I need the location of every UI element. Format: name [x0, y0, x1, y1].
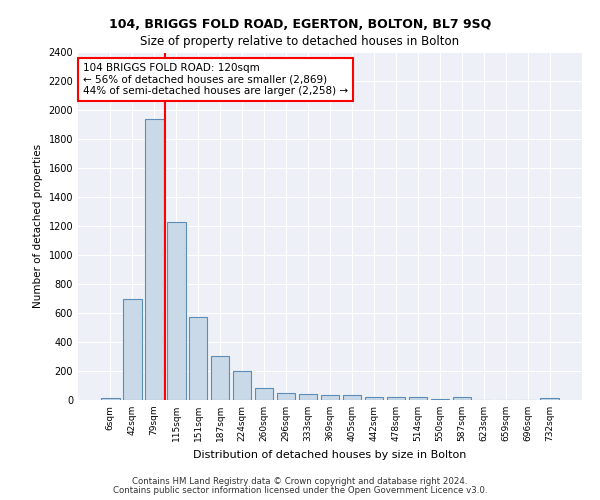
Bar: [386, 397, 405, 400]
Text: Contains HM Land Registry data © Crown copyright and database right 2024.: Contains HM Land Registry data © Crown c…: [132, 477, 468, 486]
Bar: [541, 398, 559, 400]
Bar: [452, 397, 471, 400]
X-axis label: Distribution of detached houses by size in Bolton: Distribution of detached houses by size …: [193, 450, 467, 460]
Bar: [101, 398, 119, 400]
Bar: [409, 397, 427, 400]
Bar: [299, 394, 317, 400]
Bar: [189, 318, 208, 400]
Text: Contains public sector information licensed under the Open Government Licence v3: Contains public sector information licen…: [113, 486, 487, 495]
Bar: [343, 395, 361, 400]
Bar: [211, 356, 229, 400]
Bar: [167, 222, 185, 400]
Text: 104, BRIGGS FOLD ROAD, EGERTON, BOLTON, BL7 9SQ: 104, BRIGGS FOLD ROAD, EGERTON, BOLTON, …: [109, 18, 491, 30]
Bar: [277, 394, 295, 400]
Bar: [365, 397, 383, 400]
Bar: [255, 388, 274, 400]
Bar: [123, 298, 142, 400]
Bar: [233, 371, 251, 400]
Bar: [320, 395, 340, 400]
Bar: [145, 119, 164, 400]
Text: Size of property relative to detached houses in Bolton: Size of property relative to detached ho…: [140, 35, 460, 48]
Y-axis label: Number of detached properties: Number of detached properties: [33, 144, 43, 308]
Text: 104 BRIGGS FOLD ROAD: 120sqm
← 56% of detached houses are smaller (2,869)
44% of: 104 BRIGGS FOLD ROAD: 120sqm ← 56% of de…: [83, 63, 348, 96]
